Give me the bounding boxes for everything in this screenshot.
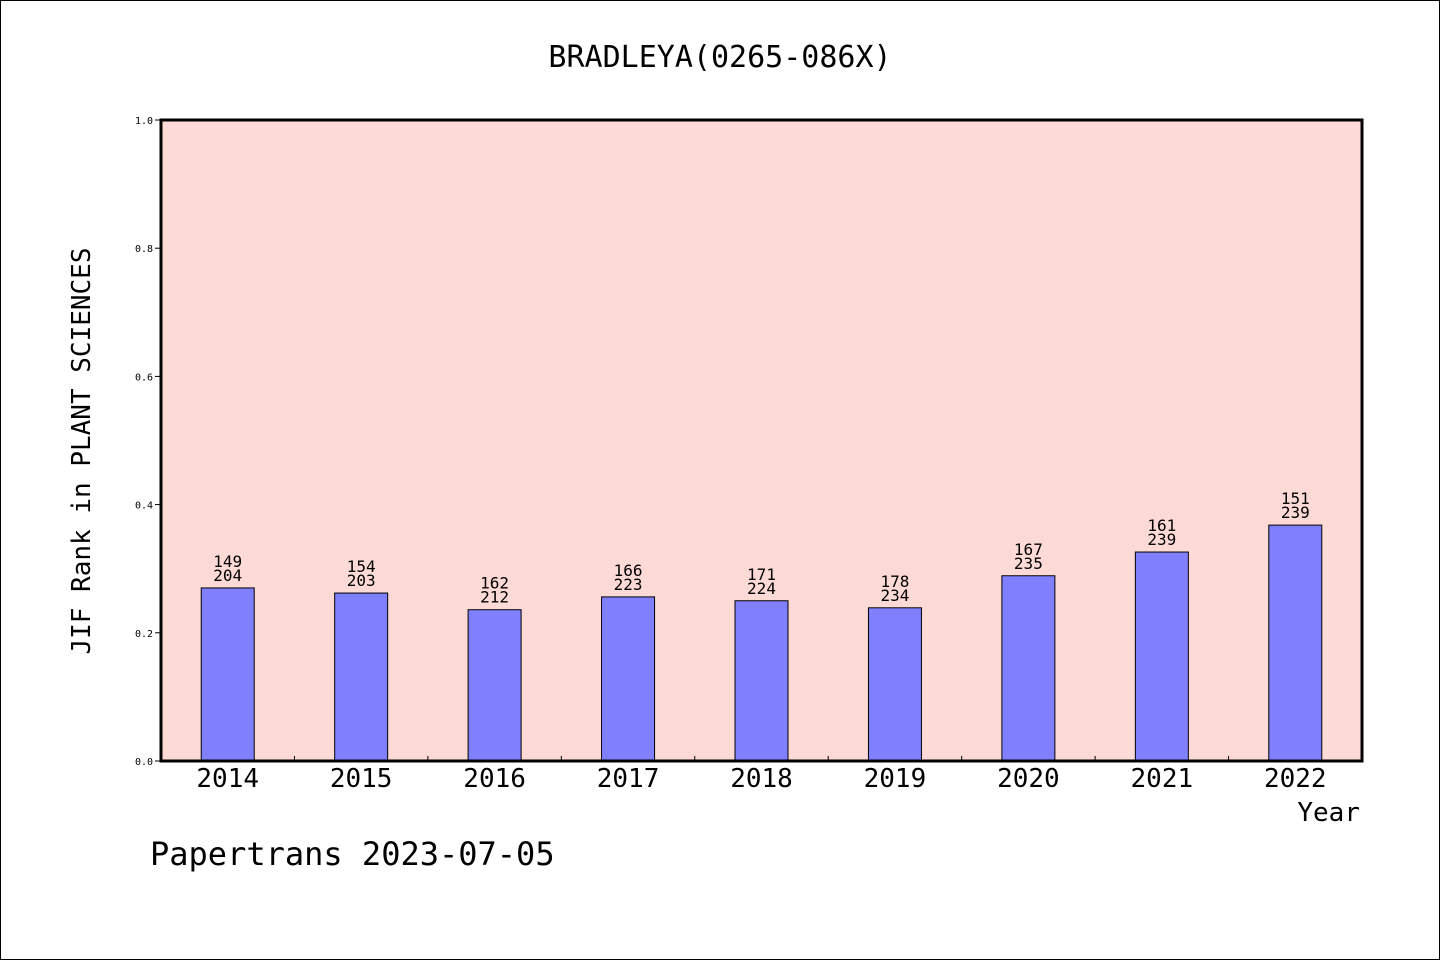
bar-total-label: 234	[880, 586, 909, 605]
bar-rank-label: 171	[747, 565, 776, 584]
bar-rank-label: 167	[1014, 540, 1043, 559]
bar-rank-label: 154	[347, 557, 376, 576]
bar-rank-label: 162	[480, 574, 509, 593]
bar-rank-label: 161	[1147, 516, 1176, 535]
x-tick-label: 2016	[463, 764, 526, 794]
footer-text: Papertrans 2023-07-05	[150, 835, 555, 873]
chart-title: BRADLEYA(0265-086X)	[548, 40, 891, 75]
bar-total-label: 203	[347, 571, 376, 590]
y-tick-label: 0.4	[135, 501, 153, 512]
bar-rank-label: 151	[1281, 489, 1310, 508]
bar-total-label: 235	[1014, 554, 1043, 573]
x-tick-label: 2021	[1131, 764, 1194, 794]
x-tick-label: 2019	[864, 764, 927, 794]
bar	[1001, 575, 1056, 762]
y-tick-label: 0.6	[135, 372, 153, 383]
bar-total-label: 224	[747, 579, 776, 598]
bar	[1268, 524, 1323, 762]
y-axis: 0.0 0.2 0.4 0.6 0.8 1.0	[135, 116, 161, 768]
bar	[1134, 551, 1189, 762]
bar	[867, 607, 922, 762]
x-tick-label: 2015	[330, 764, 393, 794]
y-tick-label: 0.2	[135, 629, 153, 640]
bar-total-label: 223	[614, 575, 643, 594]
bar-total-label: 204	[213, 566, 242, 585]
x-tick-label: 2020	[997, 764, 1060, 794]
plot-border	[159, 118, 1364, 763]
bar-rank-label: 166	[614, 561, 643, 580]
x-tick-label: 2014	[196, 764, 259, 794]
x-tick-label: 2018	[730, 764, 793, 794]
bar	[200, 587, 255, 762]
y-tick-label: 0.0	[135, 757, 153, 768]
bar	[334, 592, 389, 762]
bar-total-label: 212	[480, 588, 509, 607]
bar	[734, 600, 789, 762]
y-tick-label: 0.8	[135, 244, 153, 255]
x-tick-label: 2017	[597, 764, 660, 794]
bar-total-label: 239	[1147, 530, 1176, 549]
bar-rank-label: 178	[880, 572, 909, 591]
y-tick-label: 1.0	[135, 116, 153, 127]
bar-total-label: 239	[1281, 503, 1310, 522]
x-axis: 2014 2015 2016 2017 2018 2019 2020 2021 2022	[196, 756, 1327, 794]
bar	[601, 596, 656, 762]
bar-rank-label: 149	[213, 552, 242, 571]
y-axis-label: JIF Rank in PLANT SCIENCES	[67, 248, 97, 655]
bar	[467, 609, 522, 762]
x-axis-label: Year	[1297, 798, 1360, 828]
x-tick-label: 2022	[1264, 764, 1327, 794]
